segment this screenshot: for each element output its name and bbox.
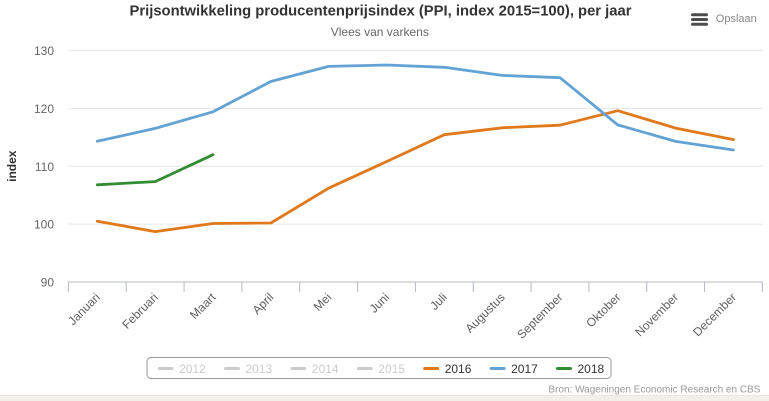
svg-text:130: 130 xyxy=(34,44,54,58)
svg-text:2013: 2013 xyxy=(246,362,273,376)
svg-text:2014: 2014 xyxy=(312,362,339,376)
svg-text:90: 90 xyxy=(41,276,55,290)
svg-text:Opslaan: Opslaan xyxy=(716,13,757,25)
svg-text:120: 120 xyxy=(34,102,54,116)
svg-text:110: 110 xyxy=(35,160,54,174)
svg-text:2016: 2016 xyxy=(445,362,472,376)
svg-text:2015: 2015 xyxy=(378,362,405,376)
svg-text:2018: 2018 xyxy=(578,362,605,376)
svg-text:Vlees van varkens: Vlees van varkens xyxy=(331,25,429,39)
svg-text:index: index xyxy=(5,150,19,182)
svg-text:Prijsontwikkeling producentenp: Prijsontwikkeling producentenprijsindex … xyxy=(129,4,631,20)
svg-text:100: 100 xyxy=(34,218,54,232)
svg-text:2012: 2012 xyxy=(179,362,206,376)
svg-text:Bron: Wageningen Economic Rese: Bron: Wageningen Economic Research en CB… xyxy=(548,385,760,396)
svg-text:2017: 2017 xyxy=(511,362,538,376)
